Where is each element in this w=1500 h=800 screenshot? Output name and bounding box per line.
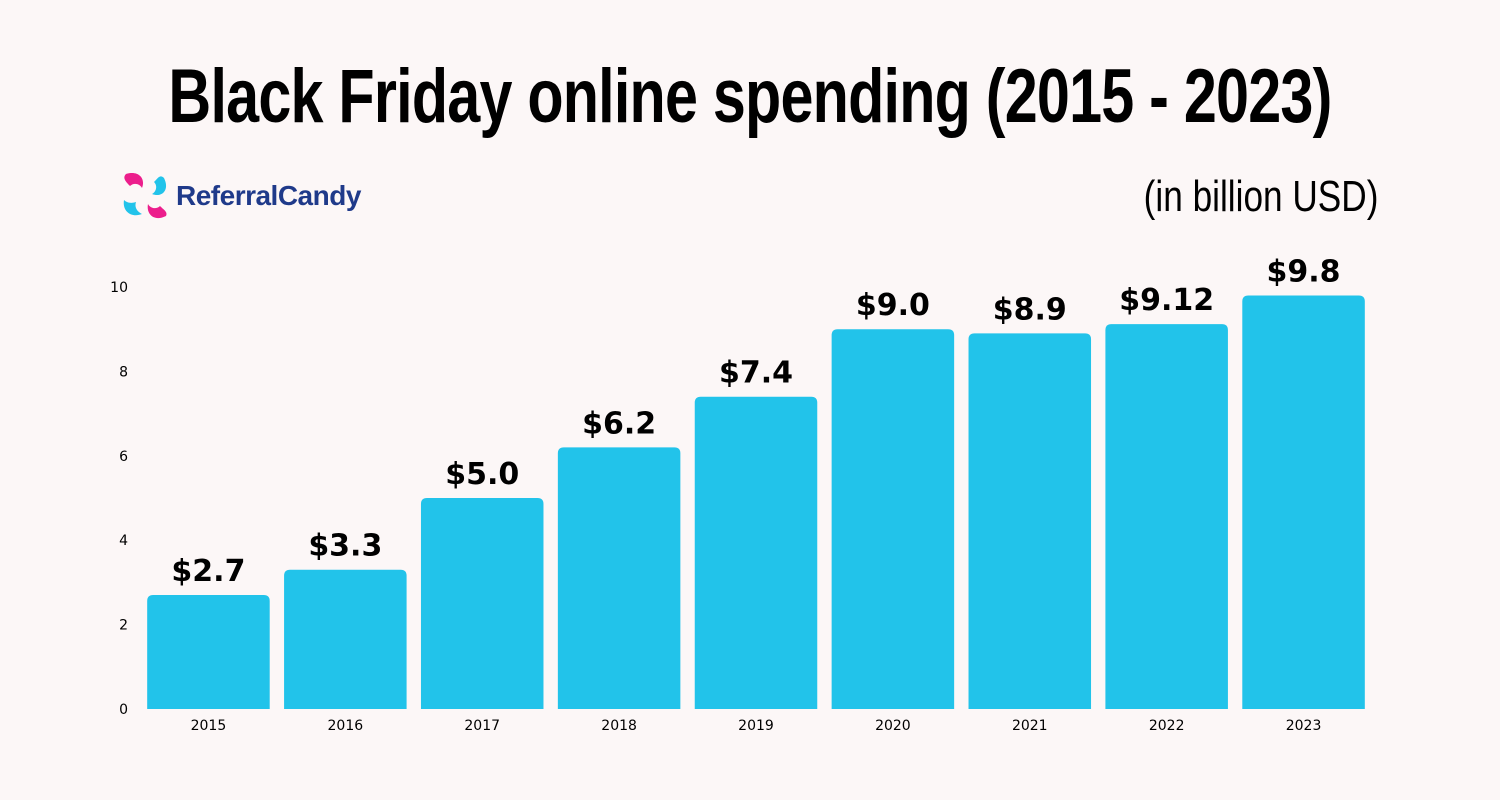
bar-2023 [1242, 295, 1365, 709]
y-tick-label: 2 [119, 618, 128, 634]
data-label: $7.4 [719, 356, 793, 391]
data-label: $5.0 [445, 457, 519, 492]
x-tick-label: 2016 [328, 718, 364, 734]
y-tick-label: 8 [119, 364, 128, 380]
data-label: $9.0 [856, 288, 930, 323]
y-tick-label: 0 [119, 702, 128, 718]
data-label: $3.3 [308, 529, 382, 564]
bar-2016 [284, 569, 407, 709]
bar-2019 [694, 396, 818, 709]
x-tick-label: 2021 [1012, 718, 1048, 734]
bar-2022 [1105, 324, 1228, 709]
y-tick-label: 10 [110, 280, 128, 296]
x-tick-label: 2022 [1149, 718, 1185, 734]
bar-2017 [420, 498, 544, 709]
bar-2015 [147, 595, 270, 709]
data-label: $8.9 [993, 292, 1067, 327]
data-label: $2.7 [171, 554, 245, 589]
data-label: $9.12 [1119, 283, 1214, 318]
brand-name: ReferralCandy [176, 180, 361, 211]
unit-label: (in billion USD) [1143, 172, 1378, 221]
data-label: $9.8 [1267, 254, 1341, 289]
y-tick-label: 6 [119, 449, 128, 465]
x-tick-label: 2020 [875, 718, 911, 734]
bar-2021 [968, 333, 1092, 709]
x-tick-label: 2018 [601, 718, 637, 734]
bar-2018 [557, 447, 681, 709]
x-tick-label: 2015 [191, 718, 227, 734]
x-tick-label: 2017 [464, 718, 500, 734]
data-label: $6.2 [582, 406, 656, 441]
bar-2020 [831, 329, 955, 709]
y-tick-label: 4 [119, 533, 128, 549]
chart-title: Black Friday online spending (2015 - 202… [168, 54, 1332, 139]
x-tick-label: 2023 [1286, 718, 1322, 734]
x-tick-label: 2019 [738, 718, 774, 734]
brand-logo: ReferralCandy [120, 170, 361, 222]
referralcandy-logo-icon [123, 172, 167, 219]
